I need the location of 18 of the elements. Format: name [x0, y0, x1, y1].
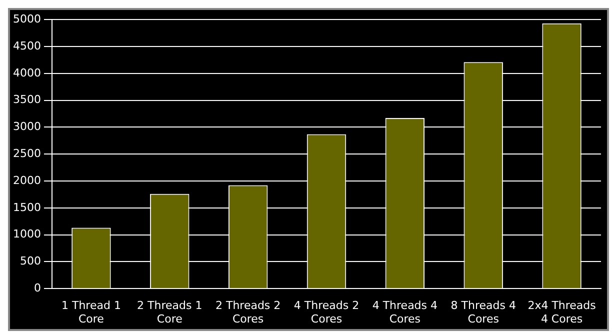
x-tick-label: 4 Threads 2 Cores	[294, 299, 360, 326]
x-tick-label: 2 Threads 1 Core	[137, 299, 202, 326]
y-tick-label: 4000	[12, 66, 41, 80]
x-tick-label: 2x4 Threads 4 Cores	[528, 299, 596, 326]
y-tick-label: 1500	[12, 200, 41, 214]
y-tick-label: 5000	[12, 12, 41, 26]
y-tick-label: 3000	[12, 120, 41, 134]
y-tick-label: 4500	[12, 39, 41, 52]
y-tick-label: 2000	[12, 174, 41, 187]
y-tick-label: 1000	[12, 228, 41, 241]
y-tick-label: 3500	[12, 93, 41, 106]
y-tick-label: 2500	[12, 146, 41, 160]
x-tick-label: 8 Threads 4 Cores	[450, 299, 516, 326]
x-tick-label: 4 Threads 4 Cores	[372, 299, 438, 326]
y-tick-label: 500	[20, 254, 41, 268]
x-tick-label: 2 Threads 2 Cores	[215, 299, 281, 326]
y-tick-label: 0	[34, 281, 41, 294]
x-tick-label: 1 Thread 1 Core	[61, 299, 121, 326]
